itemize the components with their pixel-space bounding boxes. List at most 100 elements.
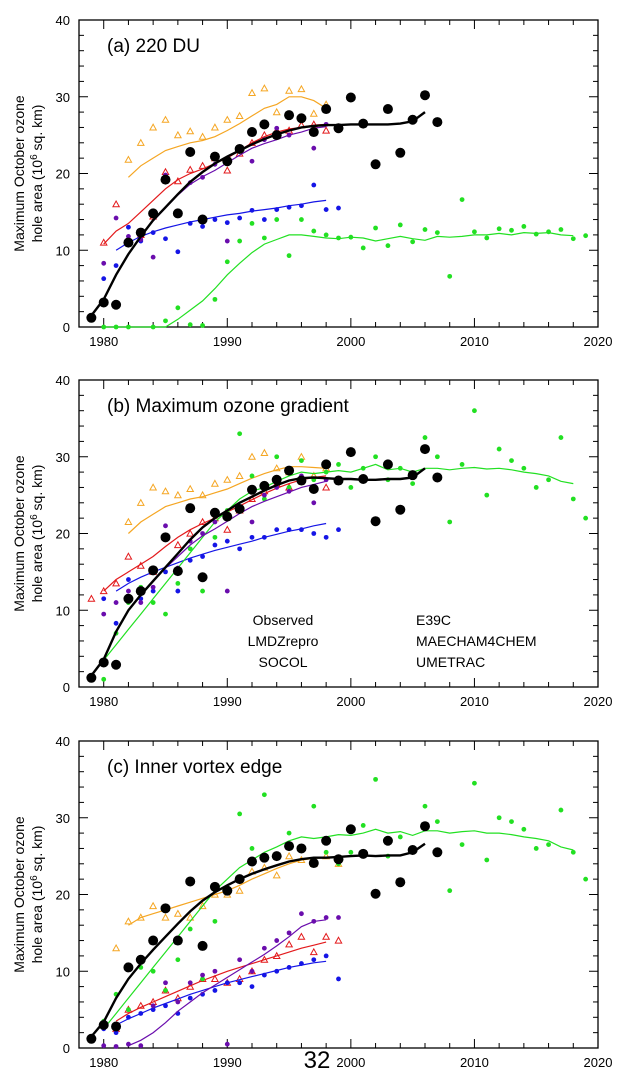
umetrac-point: [150, 584, 156, 590]
maecham4chem-point: [286, 830, 292, 836]
y-axis-label: hole area (106 sq. km): [29, 465, 45, 603]
observed-point: [382, 104, 393, 115]
x-tick-label: 2000: [336, 1055, 365, 1070]
panel-title: (a) 220 DU: [107, 36, 200, 57]
y-axis-label: hole area (106 sq. km): [29, 105, 45, 243]
e39c-point: [237, 215, 243, 221]
observed-point: [370, 888, 381, 899]
maecham4chem-point: [583, 515, 589, 521]
umetrac-point: [274, 125, 280, 131]
observed-point: [148, 565, 159, 576]
maecham4chem-point: [323, 232, 329, 238]
observed-point: [185, 876, 196, 887]
observed-point: [185, 147, 196, 158]
maecham4chem-point: [484, 492, 490, 498]
y-axis-label: Maximum October ozone: [11, 95, 27, 252]
socol-point: [272, 464, 281, 472]
lmdzrepro-point: [272, 951, 281, 959]
maecham4chem-point: [496, 226, 502, 232]
x-tick-label: 2000: [336, 334, 365, 349]
umetrac-point: [212, 519, 218, 525]
socol-point: [173, 490, 182, 499]
maecham4chem-point: [434, 454, 440, 460]
socol-point: [136, 913, 145, 921]
maecham4chem-point: [459, 462, 465, 467]
socol-point: [173, 130, 182, 139]
e39c-point: [237, 546, 243, 552]
observed-point: [160, 532, 171, 543]
maecham4chem-point: [261, 792, 267, 798]
maecham4chem-point: [200, 976, 205, 982]
umetrac-point: [150, 1003, 156, 1009]
maecham4chem-point: [397, 465, 403, 471]
umetrac-point: [249, 158, 255, 164]
observed-point: [172, 566, 183, 577]
maecham4chem-point: [546, 842, 551, 848]
socol-point: [247, 452, 257, 460]
observed-point: [172, 208, 183, 219]
e39c-point: [323, 534, 329, 540]
socol-point: [124, 155, 133, 163]
e39c-point: [126, 577, 131, 582]
maecham4chem-point: [472, 780, 477, 786]
maecham4chem-point: [459, 842, 465, 848]
maecham4chem-point: [323, 469, 329, 475]
socol-point: [198, 132, 207, 140]
maecham4chem-point: [323, 849, 329, 855]
e39c-point: [187, 220, 193, 226]
maecham4chem-point: [163, 318, 168, 324]
e39c-point: [261, 217, 267, 222]
e39c-point: [237, 980, 243, 986]
socol-point: [149, 901, 158, 910]
observed-point: [395, 877, 406, 888]
observed-point: [296, 843, 307, 854]
umetrac-point: [175, 999, 181, 1005]
e39c-point: [286, 527, 292, 533]
lmdzrepro-point: [223, 525, 232, 533]
maecham4chem-point: [274, 454, 280, 460]
e39c-point: [299, 203, 304, 209]
e39c-point: [299, 527, 304, 533]
panel-b-maximum-ozone-gradient: 1980 1990 2000 2010 2020 0 10 20 30 40 Maximum Oct…: [11, 373, 612, 709]
e39c-point: [286, 965, 292, 970]
e39c-point: [311, 957, 317, 963]
maecham4chem-point: [422, 227, 428, 232]
socol-point: [260, 84, 269, 92]
maecham4chem-point: [261, 235, 267, 241]
observed-point: [395, 504, 406, 515]
observed-point: [123, 593, 134, 604]
e39c-point: [175, 588, 181, 594]
maecham4chem-point: [311, 803, 317, 809]
umetrac-point: [336, 915, 341, 920]
observed-point: [333, 854, 344, 865]
umetrac-point: [200, 531, 205, 536]
observed-point: [370, 516, 381, 527]
e39c-trend-line: [115, 522, 327, 592]
maecham4chem-point: [509, 819, 514, 824]
observed-point: [284, 465, 295, 476]
maecham4chem-point: [224, 259, 230, 265]
observed-point: [308, 127, 319, 138]
observed-point: [259, 852, 270, 863]
umetrac-point: [274, 938, 280, 943]
maecham4chem-point: [434, 819, 440, 824]
socol-point: [223, 115, 232, 123]
lmdzrepro-point: [112, 199, 121, 208]
maecham4chem-point: [175, 580, 181, 586]
lmdzrepro-point: [198, 161, 207, 169]
observed-point: [135, 586, 146, 597]
x-tick-label: 2010: [460, 1055, 489, 1070]
maecham4chem-point: [410, 239, 416, 245]
observed-point: [185, 503, 196, 514]
lmdzrepro-trend-line: [103, 123, 327, 245]
e39c-point: [150, 1007, 156, 1013]
maecham4chem-point: [150, 600, 156, 605]
socol-point: [124, 917, 133, 925]
maecham4chem-point: [521, 224, 527, 229]
observed-point: [432, 472, 443, 483]
x-tick-label: 1990: [213, 694, 242, 709]
x-tick-label: 1980: [89, 694, 118, 709]
e39c-point: [113, 620, 119, 626]
maecham4chem-point: [299, 458, 304, 463]
observed-point: [160, 174, 171, 185]
